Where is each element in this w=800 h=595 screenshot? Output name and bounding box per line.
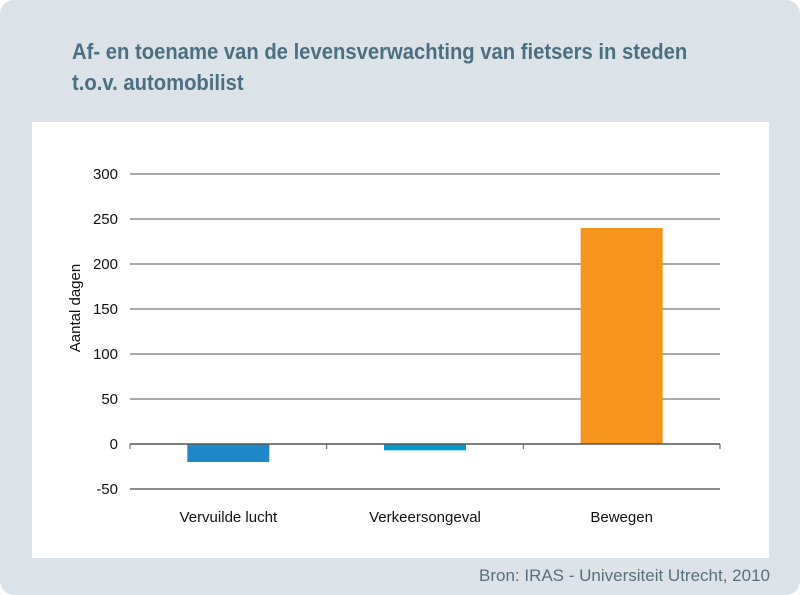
chart-title: Af- en toename van de levensverwachting … (72, 36, 716, 98)
y-tick-label: 300 (93, 166, 118, 183)
y-tick-label: 150 (93, 301, 118, 318)
x-tick-label: Bewegen (590, 509, 653, 526)
y-tick-label: 0 (110, 436, 118, 453)
bar-vervuilde-lucht (187, 444, 270, 462)
source-note: Bron: IRAS - Universiteit Utrecht, 2010 (478, 566, 770, 585)
y-tick-label: 200 (93, 256, 118, 273)
x-tick-label: Vervuilde lucht (180, 509, 278, 526)
bar-verkeersongeval (384, 444, 466, 451)
title-line-2: t.o.v. automobilist (72, 70, 244, 95)
bar-bewegen (580, 228, 663, 444)
x-tick-label: Verkeersongeval (369, 509, 481, 526)
y-tick-label: 250 (93, 211, 118, 228)
title-line-1: Af- en toename van de levensverwachting … (72, 39, 688, 64)
y-tick-label: 50 (101, 391, 118, 408)
y-tick-label: -50 (96, 481, 118, 498)
y-tick-label: 100 (93, 346, 118, 363)
y-axis-label: Aantal dagen (67, 264, 84, 352)
